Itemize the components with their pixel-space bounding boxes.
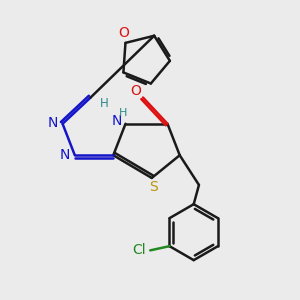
Text: H: H	[100, 97, 108, 110]
Text: N: N	[111, 114, 122, 128]
Text: Cl: Cl	[132, 243, 146, 257]
Text: H: H	[118, 108, 127, 118]
Text: N: N	[48, 116, 58, 130]
Text: O: O	[118, 26, 130, 40]
Text: N: N	[60, 148, 70, 161]
Text: S: S	[149, 180, 158, 194]
Text: O: O	[130, 84, 141, 98]
